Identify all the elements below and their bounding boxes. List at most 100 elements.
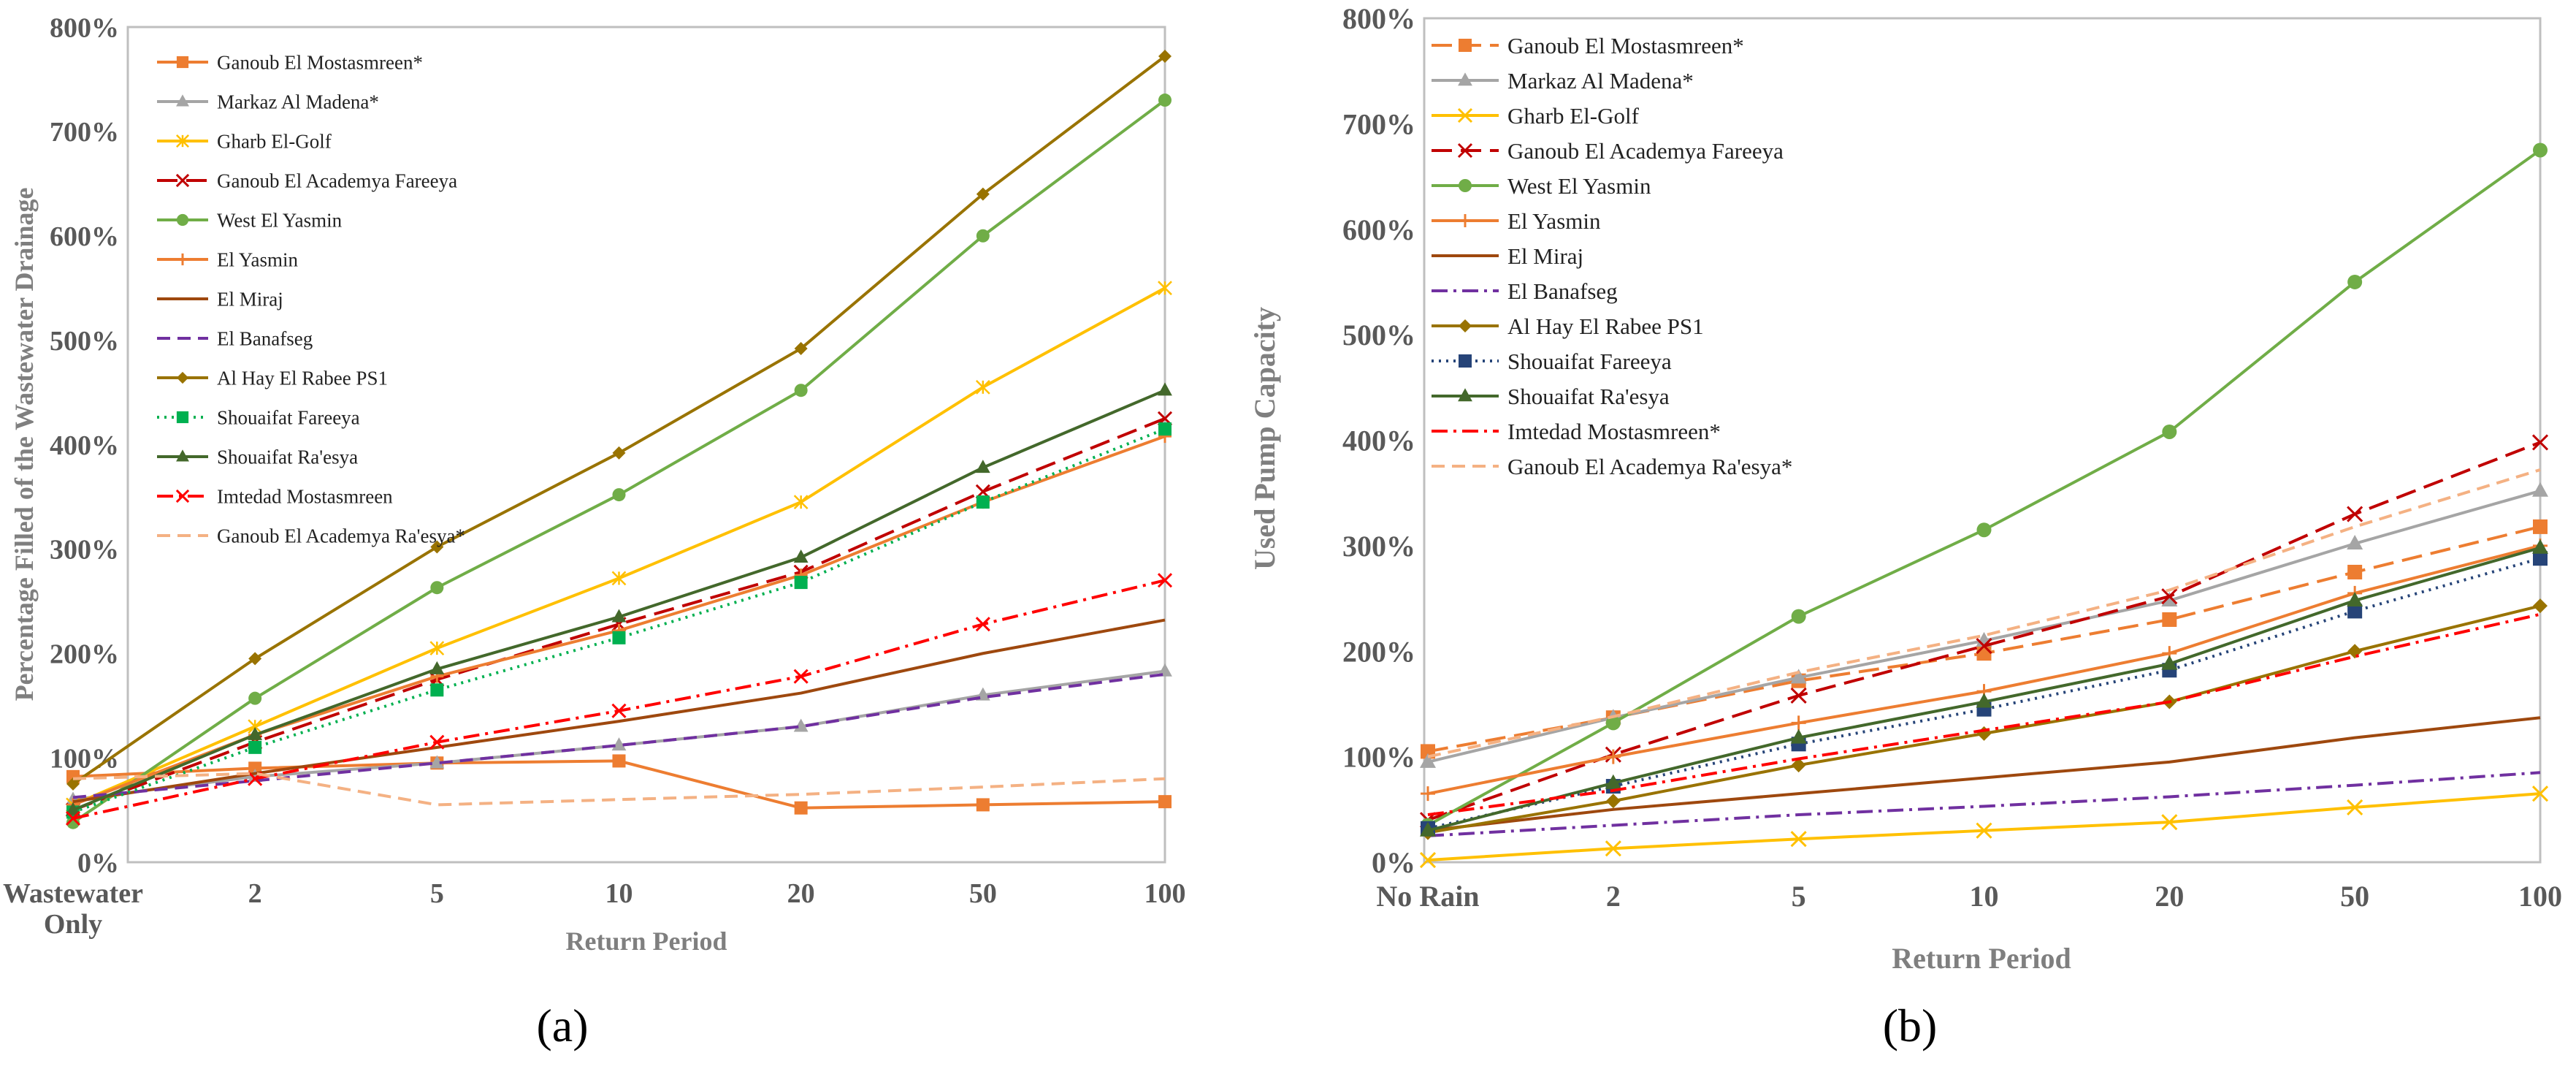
legend-item: El Yasmin <box>157 248 299 270</box>
data-point <box>1976 822 1992 839</box>
data-point <box>1976 637 1992 655</box>
legend-item: Ganoub El Academya Fareeya <box>157 170 457 191</box>
legend-marker <box>1457 107 1473 123</box>
data-point <box>2161 591 2178 606</box>
legend-marker <box>176 449 189 462</box>
data-point <box>976 187 990 201</box>
y-tick-label: 300% <box>1342 530 1415 563</box>
data-point <box>2532 482 2548 497</box>
x-tick-label: 100 <box>1144 878 1186 909</box>
series-line <box>1427 771 2541 837</box>
legend: Ganoub El Mostasmreen* Markaz Al Madena* G… <box>1432 33 1792 479</box>
data-point <box>2161 588 2178 605</box>
data-point <box>793 495 809 509</box>
data-point <box>66 777 80 791</box>
data-point <box>1158 94 1172 107</box>
series-10 <box>66 422 1172 819</box>
series-5 <box>66 94 1172 829</box>
panel-a: 0%100%200%300%400%500%600%700%800% Waste… <box>3 12 1186 1051</box>
legend-item: Markaz Al Madena* <box>157 91 379 113</box>
legend-label: Gharb El-Golf <box>217 130 332 152</box>
data-point <box>429 661 445 674</box>
legend-marker <box>175 173 190 188</box>
legend-marker <box>176 371 189 384</box>
data-point <box>65 810 81 826</box>
panel-label: (b) <box>1883 1000 1938 1051</box>
legend-item: El Miraj <box>157 288 283 310</box>
data-point <box>430 683 444 697</box>
x-tick-label: 10 <box>1970 880 1999 913</box>
legend-label: Ganoub El Academya Ra'esya* <box>217 525 465 547</box>
data-point <box>2347 799 2363 815</box>
x-tick-label: 2 <box>1606 880 1621 913</box>
data-point <box>1419 852 1437 869</box>
data-point <box>1605 794 1621 809</box>
legend-label: El Banafseg <box>217 327 313 349</box>
legend-marker <box>1458 388 1472 402</box>
legend-item: Imtedad Mostasmreen* <box>1432 419 1721 444</box>
series-layer <box>1419 142 2549 869</box>
legend-marker <box>1459 39 1472 52</box>
series-12 <box>65 573 1173 826</box>
legend-label: Al Hay El Rabee PS1 <box>217 367 388 389</box>
data-point <box>1605 774 1621 789</box>
legend-item: El Miraj <box>1432 243 1583 269</box>
legend-marker <box>1458 72 1472 86</box>
legend-label: Ganoub El Academya Ra'esya* <box>1507 454 1792 479</box>
legend-item: Shouaifat Fareeya <box>157 406 360 428</box>
data-point <box>794 576 808 590</box>
x-tick-label: 100 <box>2518 880 2562 913</box>
legend-marker <box>1459 179 1472 192</box>
legend-item: Imtedad Mostasmreen <box>157 485 393 507</box>
legend-label: Ganoub El Mostasmreen* <box>217 51 423 73</box>
y-axis-title: Percentage Filled of the Wastewater Drai… <box>9 188 39 701</box>
series-8 <box>1427 771 2541 837</box>
legend-item: Markaz Al Madena* <box>1432 68 1694 94</box>
data-point <box>2532 539 2548 554</box>
y-tick-label: 700% <box>50 117 119 148</box>
data-point <box>612 488 626 502</box>
y-tick-label: 600% <box>1342 213 1415 246</box>
data-point <box>793 669 809 684</box>
data-point <box>1791 758 1806 773</box>
x-tick-label: 5 <box>430 878 444 909</box>
legend-label: Shouaifat Fareeya <box>217 406 360 428</box>
x-tick-label: 20 <box>2155 880 2184 913</box>
x-tick-labels: No Rain 2 5 10 20 50 100 <box>1376 880 2562 913</box>
legend-label: Shouaifat Ra'esya <box>1507 384 1670 409</box>
series-line <box>1427 716 2541 832</box>
legend-label: Shouaifat Ra'esya <box>217 446 358 468</box>
y-tick-label: 400% <box>50 430 119 461</box>
data-point <box>1791 715 1806 731</box>
x-axis-title: Return Period <box>566 927 727 956</box>
data-point <box>1790 669 1807 684</box>
data-point <box>794 342 808 356</box>
data-point <box>1420 753 1436 768</box>
y-tick-label: 300% <box>50 535 119 566</box>
legend-marker <box>1457 142 1473 159</box>
series-12 <box>1427 612 2541 817</box>
legend-item: Ganoub El Mostasmreen* <box>157 51 423 73</box>
series-line <box>1427 612 2541 817</box>
data-point <box>429 755 445 769</box>
y-tick-labels: 0%100%200%300%400%500%600%700%800% <box>50 12 119 878</box>
legend-item: Al Hay El Rabee PS1 <box>157 367 388 389</box>
legend-label: El Banafseg <box>1507 278 1618 304</box>
legend-item: Ganoub El Academya Fareeya <box>1432 138 1784 164</box>
data-point <box>1791 609 1806 624</box>
legend-item: Ganoub El Academya Ra'esya* <box>1432 454 1792 479</box>
panel-label: (a) <box>536 1000 588 1051</box>
series-line <box>1427 148 2542 827</box>
legend-item: West El Yasmin <box>1432 173 1651 199</box>
series-7 <box>72 618 1166 804</box>
y-tick-label: 200% <box>50 639 119 670</box>
data-point <box>1158 382 1172 396</box>
x-tick-label: 2 <box>248 878 262 909</box>
data-point <box>429 641 445 655</box>
series-4 <box>1419 434 2549 829</box>
data-point <box>794 801 808 815</box>
y-tick-label: 700% <box>1342 107 1415 140</box>
legend-label: Al Hay El Rabee PS1 <box>1507 313 1704 339</box>
data-point <box>2347 564 2363 579</box>
legend: Ganoub El Mostasmreen* Markaz Al Madena* G… <box>157 51 465 547</box>
